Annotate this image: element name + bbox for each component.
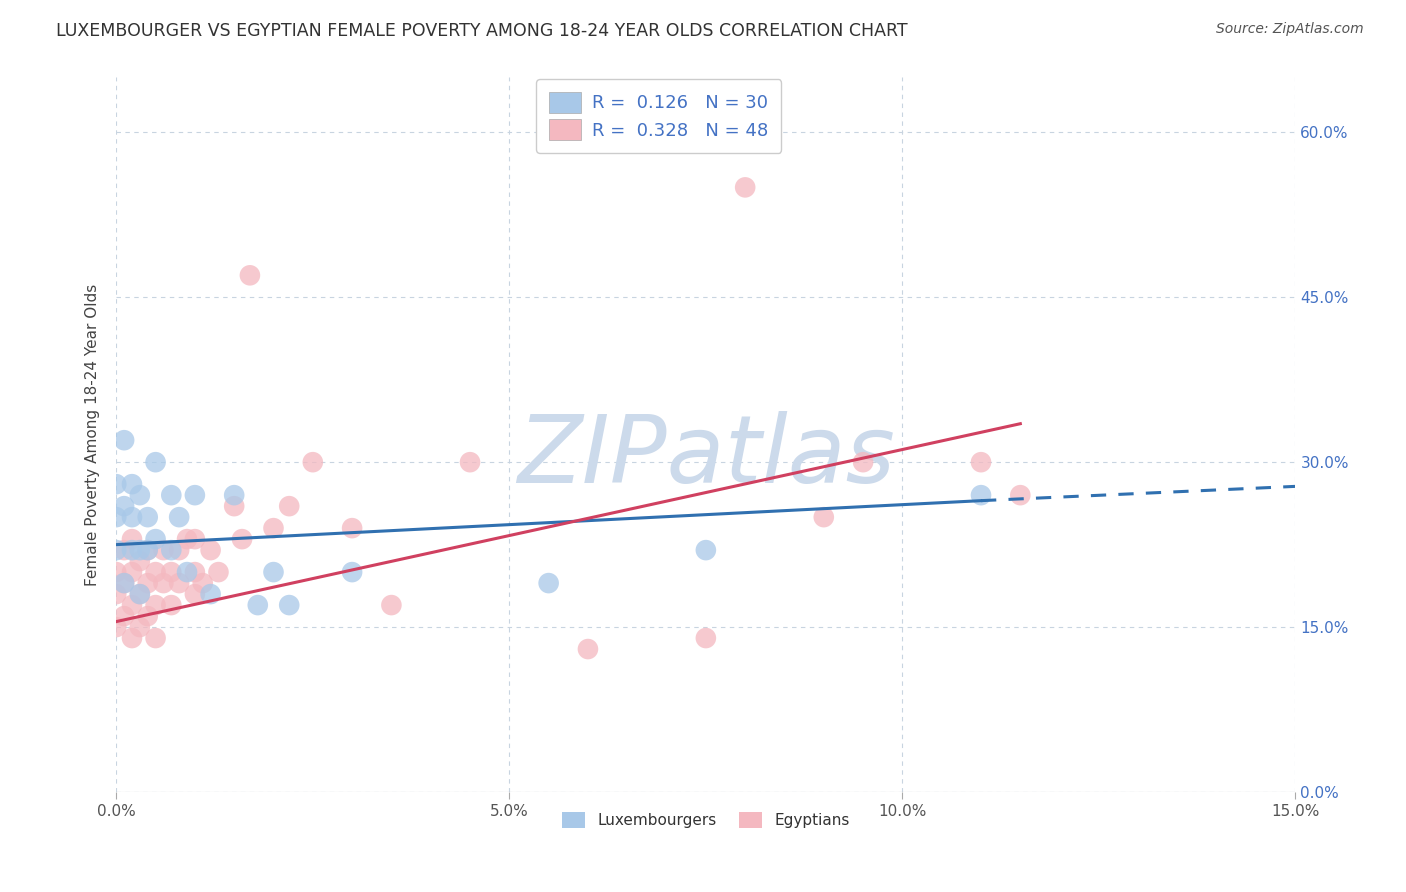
Point: [970, 488, 993, 502]
Point: [231, 532, 253, 546]
Point: [576, 642, 599, 657]
Point: [200, 587, 222, 601]
Point: [246, 598, 269, 612]
Point: [121, 543, 143, 558]
Point: [136, 609, 159, 624]
Point: [695, 543, 717, 558]
Point: [224, 499, 246, 513]
Point: [121, 477, 143, 491]
Point: [105, 510, 128, 524]
Point: [184, 532, 207, 546]
Point: [340, 565, 363, 579]
Point: [852, 455, 875, 469]
Point: [167, 576, 190, 591]
Point: [734, 180, 756, 194]
Point: [128, 554, 150, 568]
Point: [145, 455, 167, 469]
Point: [184, 587, 207, 601]
Point: [160, 598, 183, 612]
Point: [458, 455, 481, 469]
Point: [224, 488, 246, 502]
Point: [128, 620, 150, 634]
Point: [278, 499, 301, 513]
Point: [112, 499, 135, 513]
Point: [160, 543, 183, 558]
Point: [207, 565, 229, 579]
Point: [112, 433, 135, 447]
Point: [128, 543, 150, 558]
Point: [145, 532, 167, 546]
Point: [176, 565, 198, 579]
Point: [152, 576, 174, 591]
Point: [128, 488, 150, 502]
Point: [263, 565, 285, 579]
Point: [152, 543, 174, 558]
Point: [145, 631, 167, 645]
Point: [105, 620, 128, 634]
Point: [200, 543, 222, 558]
Point: [136, 510, 159, 524]
Point: [105, 477, 128, 491]
Point: [136, 543, 159, 558]
Point: [105, 587, 128, 601]
Point: [112, 576, 135, 591]
Text: Source: ZipAtlas.com: Source: ZipAtlas.com: [1216, 22, 1364, 37]
Point: [160, 488, 183, 502]
Point: [160, 565, 183, 579]
Point: [105, 565, 128, 579]
Point: [970, 455, 993, 469]
Point: [167, 510, 190, 524]
Point: [121, 565, 143, 579]
Point: [145, 598, 167, 612]
Point: [340, 521, 363, 535]
Point: [263, 521, 285, 535]
Point: [121, 510, 143, 524]
Point: [167, 543, 190, 558]
Point: [121, 631, 143, 645]
Point: [112, 543, 135, 558]
Point: [121, 532, 143, 546]
Point: [537, 576, 560, 591]
Y-axis label: Female Poverty Among 18-24 Year Olds: Female Poverty Among 18-24 Year Olds: [86, 284, 100, 586]
Point: [695, 631, 717, 645]
Text: LUXEMBOURGER VS EGYPTIAN FEMALE POVERTY AMONG 18-24 YEAR OLDS CORRELATION CHART: LUXEMBOURGER VS EGYPTIAN FEMALE POVERTY …: [56, 22, 908, 40]
Point: [145, 565, 167, 579]
Point: [813, 510, 835, 524]
Point: [239, 268, 262, 283]
Text: ZIPatlas: ZIPatlas: [517, 410, 894, 501]
Point: [112, 576, 135, 591]
Point: [380, 598, 402, 612]
Point: [128, 587, 150, 601]
Legend: Luxembourgers, Egyptians: Luxembourgers, Egyptians: [555, 806, 856, 834]
Point: [184, 488, 207, 502]
Point: [176, 532, 198, 546]
Point: [128, 587, 150, 601]
Point: [136, 576, 159, 591]
Point: [301, 455, 323, 469]
Point: [1010, 488, 1032, 502]
Point: [112, 609, 135, 624]
Point: [191, 576, 214, 591]
Point: [184, 565, 207, 579]
Point: [105, 543, 128, 558]
Point: [278, 598, 301, 612]
Point: [121, 598, 143, 612]
Point: [136, 543, 159, 558]
